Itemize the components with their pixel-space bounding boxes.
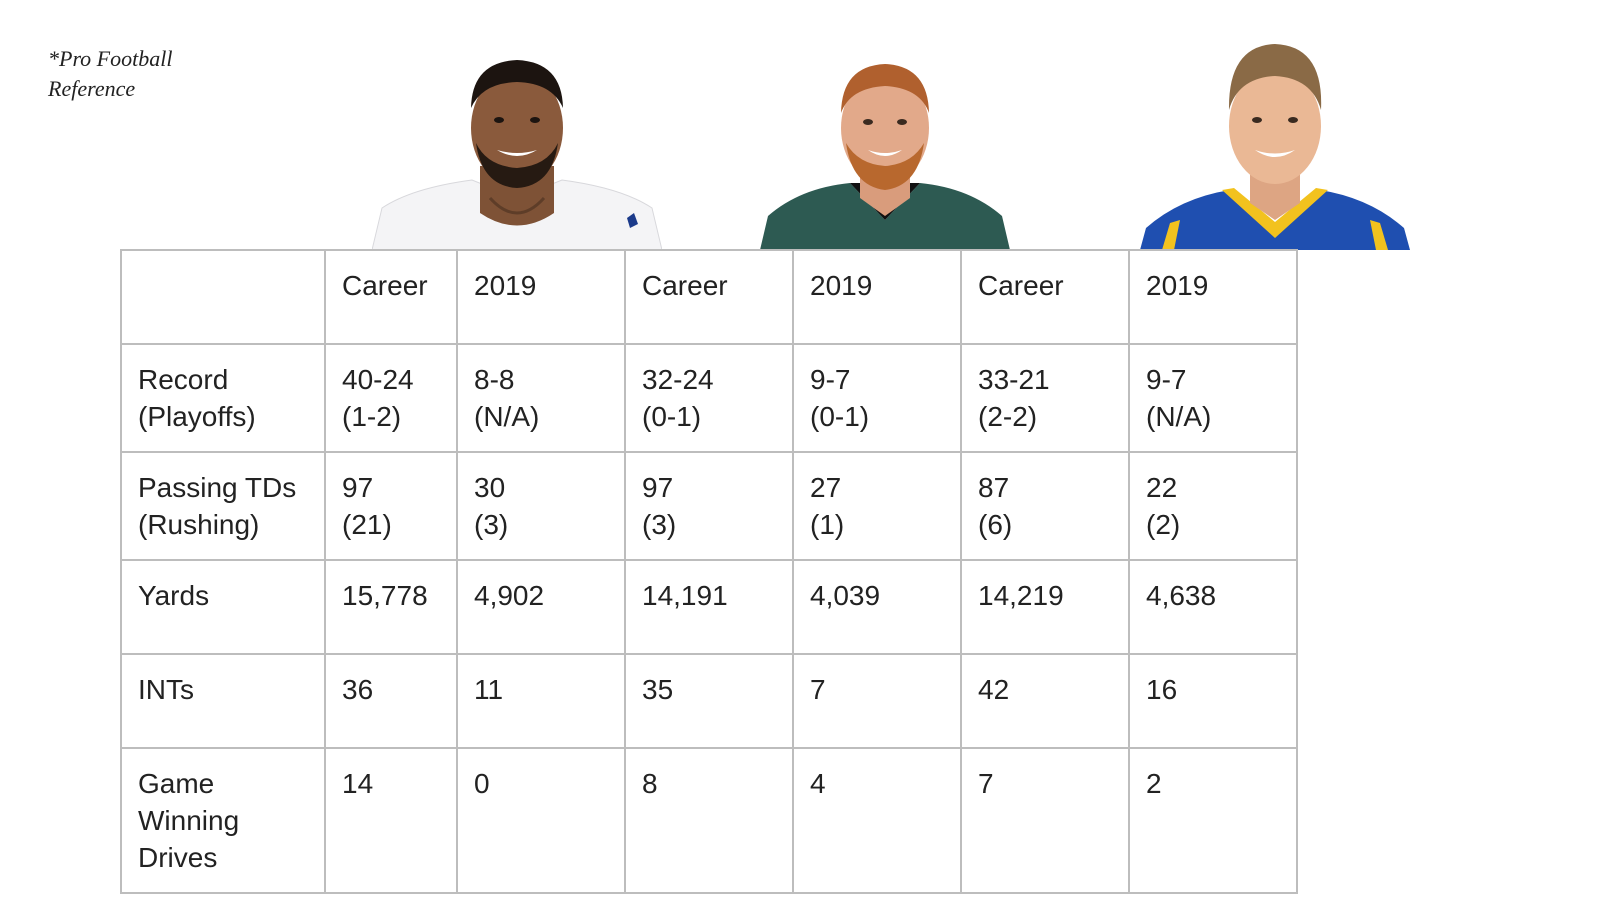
player-3-photo: [1140, 38, 1410, 250]
table-row: Record (Playoffs) 40-24 (1-2) 8-8 (N/A) …: [120, 343, 1298, 453]
table-cell: 14,219: [960, 559, 1130, 655]
table-cell: 4: [792, 747, 962, 894]
table-cell: 7: [792, 653, 962, 749]
table-cell: 2: [1128, 747, 1298, 894]
table-cell: 8-8 (N/A): [456, 343, 626, 453]
table-cell: 4,039: [792, 559, 962, 655]
table-cell: 35: [624, 653, 794, 749]
table-cell: 7: [960, 747, 1130, 894]
header-cell: 2019: [792, 249, 962, 345]
table-cell: 32-24 (0-1): [624, 343, 794, 453]
header-cell: 2019: [456, 249, 626, 345]
table-cell: 0: [456, 747, 626, 894]
table-row: Yards 15,778 4,902 14,191 4,039 14,219 4…: [120, 559, 1298, 655]
table-cell: 8: [624, 747, 794, 894]
source-note: *Pro Football Reference: [48, 46, 173, 101]
table-cell: 30 (3): [456, 451, 626, 561]
table-cell: 9-7 (N/A): [1128, 343, 1298, 453]
table-cell: 97 (3): [624, 451, 794, 561]
table-row: INTs 36 11 35 7 42 16: [120, 653, 1298, 749]
header-cell: Career: [324, 249, 458, 345]
table-row: Passing TDs (Rushing) 97 (21) 30 (3) 97 …: [120, 451, 1298, 561]
table-header-row: Career 2019 Career 2019 Career 2019: [120, 249, 1298, 345]
table-cell: 9-7 (0-1): [792, 343, 962, 453]
table-cell: 4,638: [1128, 559, 1298, 655]
table-cell: 14: [324, 747, 458, 894]
header-cell: 2019: [1128, 249, 1298, 345]
row-label: Record (Playoffs): [120, 343, 326, 453]
table-cell: 97 (21): [324, 451, 458, 561]
table-cell: 22 (2): [1128, 451, 1298, 561]
row-label: Game Winning Drives: [120, 747, 326, 894]
header-cell: [120, 249, 326, 345]
row-label: Passing TDs (Rushing): [120, 451, 326, 561]
table-cell: 27 (1): [792, 451, 962, 561]
player-1-photo: [372, 38, 662, 250]
table-cell: 14,191: [624, 559, 794, 655]
header-cell: Career: [960, 249, 1130, 345]
table-cell: 36: [324, 653, 458, 749]
header-cell: Career: [624, 249, 794, 345]
table-cell: 16: [1128, 653, 1298, 749]
table-cell: 4,902: [456, 559, 626, 655]
table-cell: 87 (6): [960, 451, 1130, 561]
row-label: Yards: [120, 559, 326, 655]
table-row: Game Winning Drives 14 0 8 4 7 2: [120, 747, 1298, 894]
table-cell: 15,778: [324, 559, 458, 655]
table-cell: 33-21 (2-2): [960, 343, 1130, 453]
table-cell: 11: [456, 653, 626, 749]
table-cell: 40-24 (1-2): [324, 343, 458, 453]
stats-table: Career 2019 Career 2019 Career 2019 Reco…: [120, 249, 1298, 894]
row-label: INTs: [120, 653, 326, 749]
player-2-photo: [760, 38, 1010, 250]
table-cell: 42: [960, 653, 1130, 749]
